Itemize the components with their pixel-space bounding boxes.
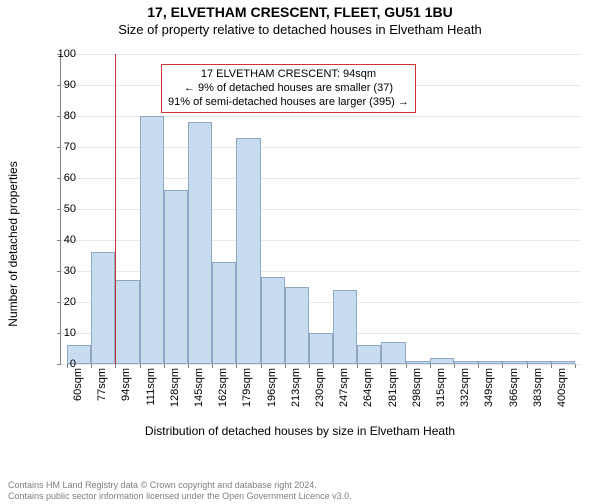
histogram-bar	[285, 287, 309, 365]
x-tick-label: 298sqm	[411, 368, 423, 407]
x-tick-mark	[478, 364, 479, 368]
x-tick-label: 264sqm	[362, 368, 374, 407]
y-tick-label: 80	[46, 110, 76, 122]
x-tick-label: 281sqm	[387, 368, 399, 407]
histogram-bar	[188, 122, 212, 364]
x-axis-label: Distribution of detached houses by size …	[0, 424, 600, 438]
x-tick-label: 213sqm	[290, 368, 302, 407]
histogram-bar	[357, 345, 381, 364]
histogram-bar	[140, 116, 164, 364]
histogram-bar	[406, 361, 430, 364]
x-tick-mark	[551, 364, 552, 368]
x-tick-mark	[527, 364, 528, 368]
histogram-bar	[164, 190, 188, 364]
y-tick-label: 60	[46, 172, 76, 184]
annotation-box: 17 ELVETHAM CRESCENT: 94sqm← 9% of detac…	[161, 64, 416, 113]
x-tick-label: 400sqm	[556, 368, 568, 407]
histogram-bar	[502, 361, 526, 364]
title-main: 17, ELVETHAM CRESCENT, FLEET, GU51 1BU	[0, 4, 600, 20]
x-tick-mark	[430, 364, 431, 368]
x-tick-label: 315sqm	[435, 368, 447, 407]
x-tick-label: 179sqm	[241, 368, 253, 407]
footer-line-1: Contains HM Land Registry data © Crown c…	[8, 480, 352, 491]
x-tick-label: 247sqm	[338, 368, 350, 407]
x-tick-label: 332sqm	[459, 368, 471, 407]
x-tick-mark	[140, 364, 141, 368]
x-tick-mark	[454, 364, 455, 368]
x-tick-label: 196sqm	[266, 368, 278, 407]
histogram-bar	[212, 262, 236, 364]
x-tick-label: 162sqm	[217, 368, 229, 407]
x-tick-label: 145sqm	[193, 368, 205, 407]
histogram-bar	[236, 138, 260, 364]
y-tick-label: 20	[46, 296, 76, 308]
x-tick-mark	[502, 364, 503, 368]
x-tick-label: 77sqm	[96, 368, 108, 401]
x-tick-mark	[381, 364, 382, 368]
x-tick-mark	[357, 364, 358, 368]
reference-line	[115, 54, 116, 364]
annotation-line: 17 ELVETHAM CRESCENT: 94sqm	[168, 68, 409, 82]
x-tick-mark	[115, 364, 116, 368]
y-tick-label: 10	[46, 327, 76, 339]
histogram-bar	[261, 277, 285, 364]
y-tick-label: 100	[46, 48, 76, 60]
x-tick-label: 349sqm	[483, 368, 495, 407]
title-sub: Size of property relative to detached ho…	[0, 22, 600, 37]
histogram-bar	[309, 333, 333, 364]
y-tick-label: 70	[46, 141, 76, 153]
annotation-line: 91% of semi-detached houses are larger (…	[168, 96, 409, 110]
x-tick-mark	[188, 364, 189, 368]
x-tick-label: 60sqm	[72, 368, 84, 401]
x-tick-label: 94sqm	[120, 368, 132, 401]
x-tick-mark	[575, 364, 576, 368]
footer-attribution: Contains HM Land Registry data © Crown c…	[8, 480, 352, 502]
x-tick-mark	[309, 364, 310, 368]
histogram-bar	[91, 252, 115, 364]
x-tick-mark	[212, 364, 213, 368]
x-tick-mark	[285, 364, 286, 368]
y-axis-label: Number of detached properties	[6, 161, 20, 326]
y-tick-label: 30	[46, 265, 76, 277]
histogram-bar	[115, 280, 139, 364]
gridline	[61, 54, 581, 55]
histogram-bar	[333, 290, 357, 364]
histogram-bar	[478, 361, 502, 364]
plot-area: 17 ELVETHAM CRESCENT: 94sqm← 9% of detac…	[60, 54, 581, 365]
x-tick-label: 111sqm	[145, 368, 157, 406]
histogram-bar	[430, 358, 454, 364]
histogram-bar	[381, 342, 405, 364]
footer-line-2: Contains public sector information licen…	[8, 491, 352, 502]
x-tick-mark	[261, 364, 262, 368]
x-tick-label: 128sqm	[169, 368, 181, 407]
y-tick-label: 40	[46, 234, 76, 246]
x-tick-label: 383sqm	[532, 368, 544, 407]
x-tick-label: 366sqm	[508, 368, 520, 407]
x-tick-mark	[164, 364, 165, 368]
x-tick-mark	[91, 364, 92, 368]
x-tick-mark	[333, 364, 334, 368]
x-tick-mark	[236, 364, 237, 368]
histogram-bar	[527, 361, 551, 364]
histogram-bar	[551, 361, 575, 364]
x-tick-mark	[406, 364, 407, 368]
x-tick-label: 230sqm	[314, 368, 326, 407]
annotation-line: ← 9% of detached houses are smaller (37)	[168, 82, 409, 96]
y-tick-label: 50	[46, 203, 76, 215]
y-tick-label: 90	[46, 79, 76, 91]
histogram-bar	[454, 361, 478, 364]
chart-container: Number of detached properties 17 ELVETHA…	[0, 44, 600, 444]
